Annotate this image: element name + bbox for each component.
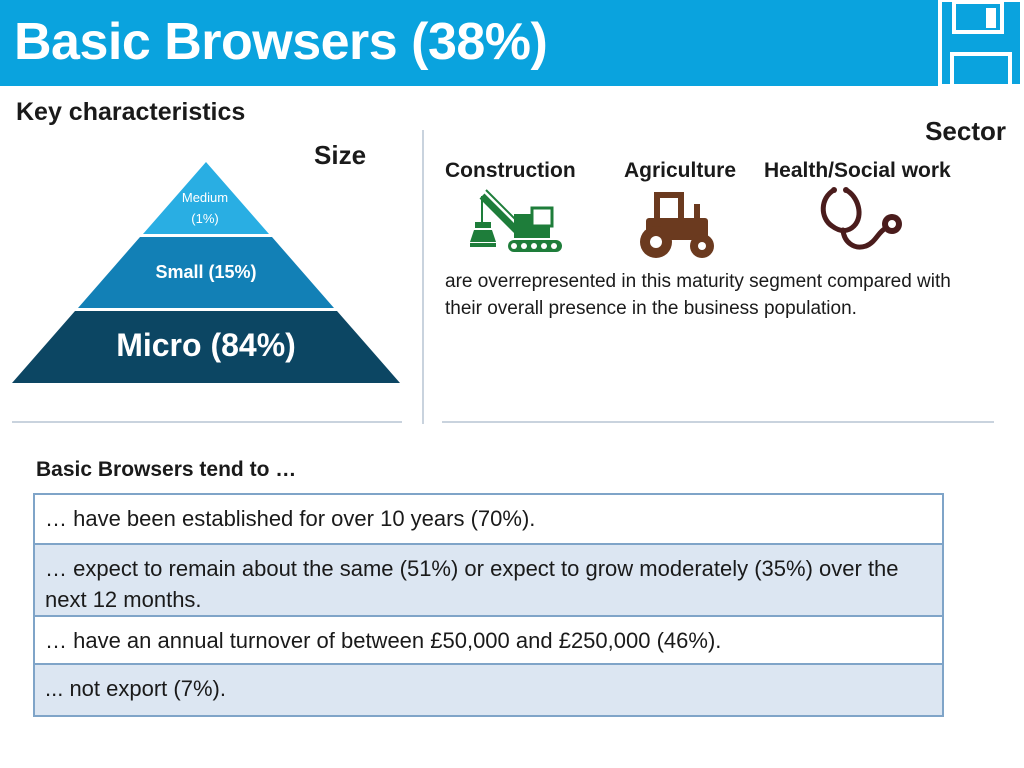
sector-construction-label: Construction [445,159,576,182]
sector-health-label: Health/Social work [764,159,951,182]
table-row: … have an annual turnover of between £50… [35,615,942,663]
pyramid-small-label: Small (15%) [155,262,257,282]
key-characteristics-heading: Key characteristics [16,98,246,126]
page-title: Basic Browsers (38%) [14,13,548,71]
tend-to-heading: Basic Browsers tend to … [36,458,297,481]
pyramid-tier-small [78,237,334,308]
tractor-icon [640,192,714,258]
pyramid-tier-micro [12,311,400,383]
stethoscope-icon [820,187,902,250]
pyramid-medium-value: (1%) [191,211,219,226]
right-divider-line [442,421,994,423]
table-row: … expect to remain about the same (51%) … [35,543,942,615]
table-row: … have been established for over 10 year… [35,495,942,543]
sector-agriculture-label: Agriculture [624,159,737,182]
floppy-disk-icon [938,0,1024,86]
size-pyramid [12,162,400,383]
left-divider-line [12,421,402,423]
pyramid-tier-medium [143,162,269,234]
pyramid-medium-label: Medium [181,190,229,205]
pyramid-micro-label: Micro (84%) [116,327,296,363]
size-label: Size [314,140,367,170]
sector-description: are overrepresented in this maturity seg… [445,271,951,319]
vertical-divider [422,130,424,424]
sector-label: Sector [925,116,1006,146]
header-bar: Basic Browsers (38%) [0,0,1024,86]
tend-to-table: … have been established for over 10 year… [33,493,944,717]
table-row: ... not export (7%). [35,663,942,715]
crane-icon [470,189,562,252]
